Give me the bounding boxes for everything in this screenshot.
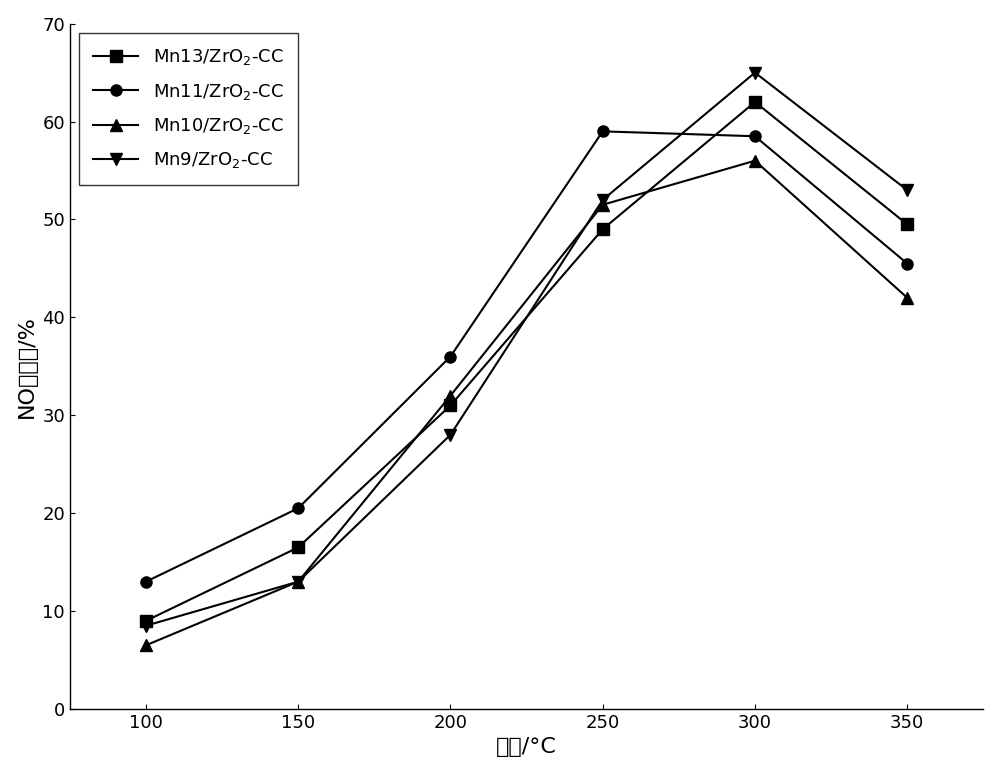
Mn9/ZrO$_2$-CC	[140, 621, 152, 630]
Mn9/ZrO$_2$-CC	[597, 195, 609, 204]
Mn13/ZrO$_2$-CC	[597, 224, 609, 234]
Mn10/ZrO$_2$-CC	[444, 391, 456, 400]
Mn13/ZrO$_2$-CC	[444, 401, 456, 410]
Y-axis label: NO转化率/%: NO转化率/%	[17, 315, 37, 418]
Mn13/ZrO$_2$-CC	[901, 220, 913, 229]
Mn10/ZrO$_2$-CC	[597, 200, 609, 210]
Mn11/ZrO$_2$-CC	[597, 127, 609, 136]
Mn13/ZrO$_2$-CC	[292, 543, 304, 552]
Mn9/ZrO$_2$-CC	[292, 577, 304, 586]
Mn11/ZrO$_2$-CC	[749, 132, 761, 141]
Mn10/ZrO$_2$-CC	[901, 293, 913, 303]
Mn11/ZrO$_2$-CC	[901, 259, 913, 268]
Mn9/ZrO$_2$-CC	[444, 430, 456, 440]
Mn10/ZrO$_2$-CC	[140, 641, 152, 650]
Line: Mn10/ZrO$_2$-CC: Mn10/ZrO$_2$-CC	[140, 155, 913, 651]
Mn11/ZrO$_2$-CC	[140, 577, 152, 586]
Line: Mn13/ZrO$_2$-CC: Mn13/ZrO$_2$-CC	[140, 97, 913, 626]
Mn9/ZrO$_2$-CC	[901, 186, 913, 195]
Mn11/ZrO$_2$-CC	[292, 504, 304, 513]
Mn10/ZrO$_2$-CC	[292, 577, 304, 586]
X-axis label: 温度/°C: 温度/°C	[496, 738, 557, 757]
Mn9/ZrO$_2$-CC	[749, 68, 761, 77]
Mn11/ZrO$_2$-CC	[444, 352, 456, 361]
Line: Mn11/ZrO$_2$-CC: Mn11/ZrO$_2$-CC	[140, 126, 913, 587]
Legend: Mn13/ZrO$_2$-CC, Mn11/ZrO$_2$-CC, Mn10/ZrO$_2$-CC, Mn9/ZrO$_2$-CC: Mn13/ZrO$_2$-CC, Mn11/ZrO$_2$-CC, Mn10/Z…	[79, 33, 298, 185]
Line: Mn9/ZrO$_2$-CC: Mn9/ZrO$_2$-CC	[140, 67, 913, 632]
Mn13/ZrO$_2$-CC	[140, 616, 152, 625]
Mn10/ZrO$_2$-CC	[749, 156, 761, 166]
Mn13/ZrO$_2$-CC	[749, 98, 761, 107]
